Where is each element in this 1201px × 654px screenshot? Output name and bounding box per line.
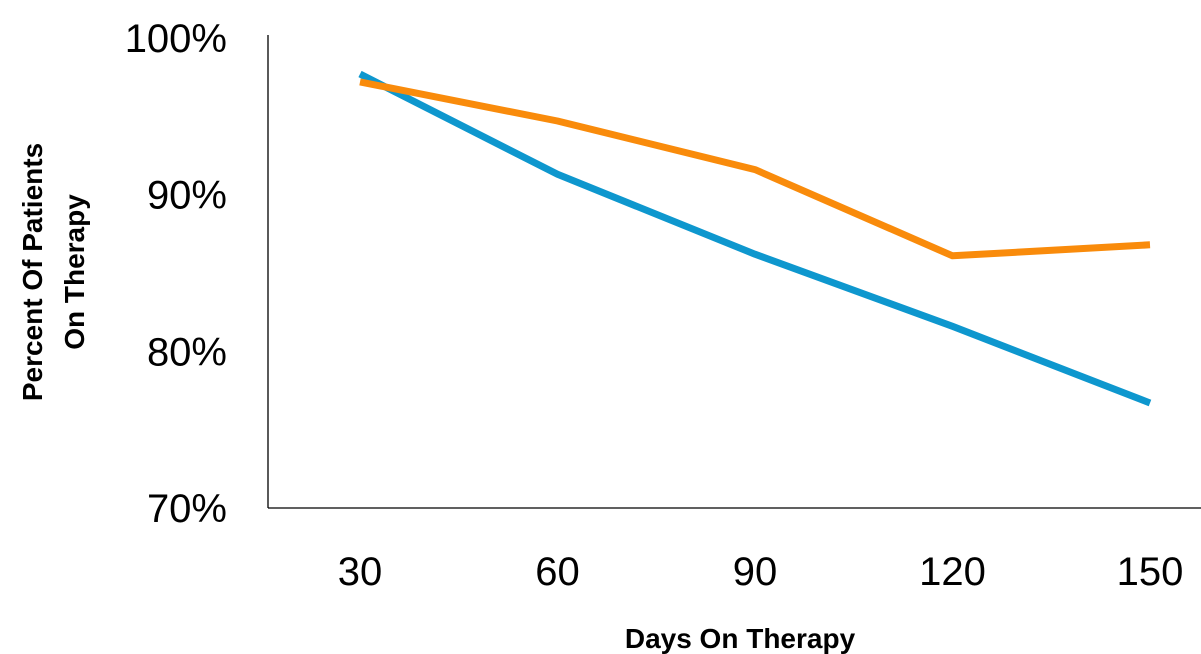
series-line-1 (358, 70, 1152, 407)
y-tick-label: 70% (147, 487, 227, 531)
x-axis-ticks: 30 60 90 120 150 (338, 550, 1184, 594)
y-axis-title-line-1: Percent Of Patients (17, 143, 48, 401)
y-tick-label: 90% (147, 174, 227, 218)
series-layer (358, 70, 1152, 407)
x-tick-label: 30 (338, 550, 383, 594)
x-tick-label: 60 (535, 550, 580, 594)
x-tick-label: 150 (1117, 550, 1184, 594)
y-axis-ticks: 70% 80% 90% 100% (125, 17, 227, 531)
series-line-2 (359, 78, 1151, 260)
y-tick-label: 80% (147, 330, 227, 374)
x-tick-label: 90 (733, 550, 778, 594)
y-tick-label: 100% (125, 17, 227, 61)
x-axis-title: Days On Therapy (625, 623, 856, 654)
y-axis-title-line-2: On Therapy (59, 194, 90, 350)
x-tick-label: 120 (919, 550, 986, 594)
